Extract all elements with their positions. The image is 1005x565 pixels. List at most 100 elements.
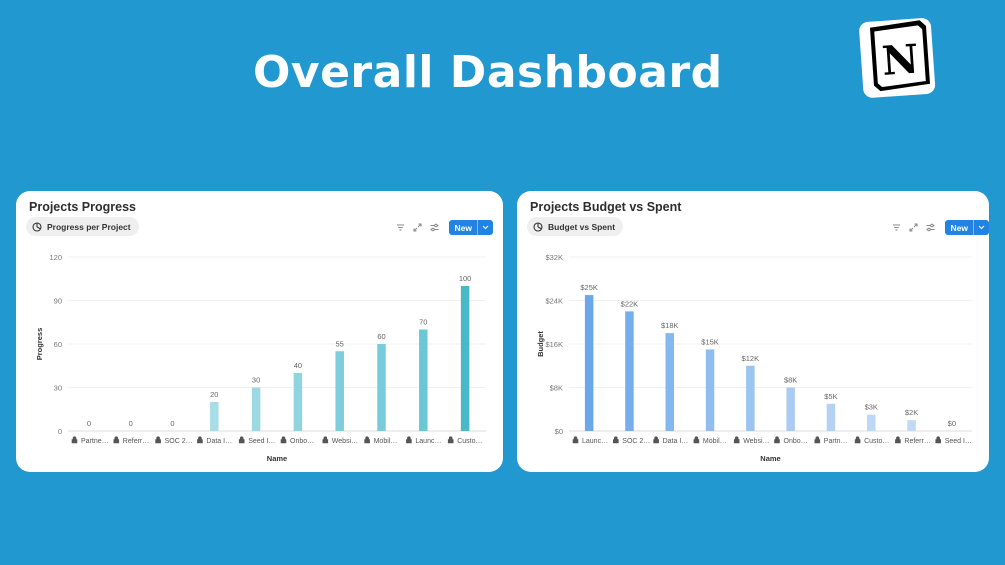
bar-value-label: 40 bbox=[294, 361, 302, 370]
bar-value-label: 30 bbox=[252, 376, 260, 385]
y-tick-label: $8K bbox=[550, 384, 563, 393]
y-tick-label: 60 bbox=[54, 340, 62, 349]
bar bbox=[786, 387, 795, 431]
card-title: Projects Progress bbox=[29, 200, 136, 214]
expand-icon[interactable] bbox=[412, 222, 423, 233]
settings-sliders-icon[interactable] bbox=[429, 222, 440, 233]
bar bbox=[293, 373, 303, 431]
x-tick-label: Referr… bbox=[904, 438, 930, 445]
view-tab-progress[interactable]: Progress per Project bbox=[26, 217, 139, 236]
x-tick-label: Websi… bbox=[332, 438, 358, 445]
lock-icon bbox=[197, 436, 203, 444]
lock-icon bbox=[733, 436, 740, 444]
lock-icon bbox=[895, 436, 901, 444]
view-tab-label: Budget vs Spent bbox=[548, 221, 616, 232]
lock-icon bbox=[113, 436, 120, 444]
x-tick-label: SOC 2… bbox=[622, 438, 650, 445]
settings-sliders-icon[interactable] bbox=[925, 222, 936, 233]
lock-icon bbox=[447, 436, 454, 444]
filter-icon[interactable] bbox=[891, 222, 902, 233]
bar bbox=[705, 349, 715, 431]
bar bbox=[867, 414, 876, 431]
lock-icon bbox=[71, 436, 78, 444]
x-axis-label: Name bbox=[760, 454, 780, 463]
x-axis-label: Name bbox=[267, 454, 287, 463]
new-button[interactable]: New bbox=[448, 220, 493, 235]
y-tick-label: $16K bbox=[545, 340, 563, 349]
bar-value-label: $25K bbox=[580, 283, 598, 292]
bar bbox=[335, 351, 344, 431]
y-axis-label: Progress bbox=[35, 328, 44, 361]
y-tick-label: 120 bbox=[49, 253, 62, 262]
progress-chart-card: Projects Progress Progress per Project N… bbox=[16, 191, 503, 472]
bar bbox=[210, 402, 219, 431]
bar-value-label: $3K bbox=[865, 403, 878, 412]
y-tick-label: $0 bbox=[555, 427, 563, 436]
chevron-down-icon[interactable] bbox=[477, 220, 493, 235]
bar-value-label: 0 bbox=[170, 419, 174, 428]
x-tick-label: Mobil… bbox=[374, 438, 398, 445]
bar bbox=[826, 403, 836, 431]
bar-value-label: $22K bbox=[621, 299, 639, 308]
lock-icon bbox=[364, 436, 370, 444]
lock-icon bbox=[814, 436, 821, 444]
logo-letter: N bbox=[880, 35, 920, 84]
bar-value-label: $5K bbox=[824, 392, 837, 401]
bar-value-label: 70 bbox=[419, 318, 427, 327]
x-tick-label: Launc… bbox=[582, 438, 608, 445]
expand-icon[interactable] bbox=[908, 222, 919, 233]
bar-value-label: $12K bbox=[742, 354, 760, 363]
x-tick-label: Seed I… bbox=[945, 438, 972, 445]
bar-value-label: 0 bbox=[129, 419, 133, 428]
x-tick-label: Onbo… bbox=[784, 438, 808, 445]
new-button-label: New bbox=[950, 222, 968, 233]
x-tick-label: Referr… bbox=[123, 438, 149, 445]
budget-bar-chart: $0 $8K $16K $24K $32K Budget Name $25K Launc… $22… bbox=[536, 253, 972, 463]
x-tick-label: SOC 2… bbox=[165, 438, 193, 445]
x-tick-label: Partne… bbox=[81, 438, 109, 445]
page-title: Overall Dashboard bbox=[253, 47, 723, 98]
lock-icon bbox=[280, 436, 287, 444]
lock-icon bbox=[935, 436, 941, 444]
y-tick-label: 0 bbox=[58, 427, 62, 436]
notion-logo: N bbox=[859, 18, 936, 98]
bar-value-label: $18K bbox=[661, 321, 679, 330]
x-tick-label: Launc… bbox=[415, 438, 441, 445]
lock-icon bbox=[238, 436, 245, 444]
bar-value-label: 20 bbox=[210, 390, 218, 399]
chart-toolbar: New bbox=[395, 220, 493, 235]
lock-icon bbox=[572, 436, 579, 444]
bar-value-label: 0 bbox=[87, 419, 91, 428]
x-tick-label: Onbo… bbox=[290, 438, 314, 445]
progress-bar-chart: 0 30 60 90 120 Progress Name 0 Partne… 0 Referr… 0 S… bbox=[35, 253, 486, 463]
y-tick-label: $32K bbox=[545, 253, 563, 262]
x-tick-label: Data I… bbox=[663, 438, 689, 445]
bar bbox=[251, 387, 261, 431]
y-axis-label: Budget bbox=[536, 331, 545, 357]
lock-icon bbox=[406, 436, 412, 444]
x-tick-label: Websi… bbox=[743, 438, 769, 445]
chart-toolbar: New bbox=[891, 220, 989, 235]
bar-value-label: 60 bbox=[377, 332, 385, 341]
chevron-down-icon[interactable] bbox=[973, 220, 989, 235]
bar bbox=[377, 344, 386, 431]
filter-icon[interactable] bbox=[395, 222, 406, 233]
y-tick-label: $24K bbox=[545, 297, 563, 306]
budget-chart-card: Projects Budget vs Spent Budget vs Spent… bbox=[517, 191, 989, 472]
view-tab-label: Progress per Project bbox=[47, 221, 131, 232]
bar bbox=[460, 286, 470, 431]
lock-icon bbox=[613, 436, 619, 444]
new-button[interactable]: New bbox=[944, 220, 989, 235]
x-tick-label: Custo… bbox=[864, 438, 889, 445]
lock-icon bbox=[693, 436, 700, 444]
bar bbox=[907, 420, 916, 431]
chart-view-icon bbox=[533, 221, 543, 232]
view-tab-budget[interactable]: Budget vs Spent bbox=[527, 217, 624, 236]
new-button-label: New bbox=[454, 222, 472, 233]
y-tick-label: 90 bbox=[54, 297, 62, 306]
card-title: Projects Budget vs Spent bbox=[530, 200, 682, 214]
bar-value-label: $15K bbox=[701, 337, 719, 346]
x-tick-label: Custo… bbox=[457, 438, 482, 445]
bar-value-label: 100 bbox=[459, 274, 472, 283]
x-tick-label: Seed I… bbox=[248, 438, 275, 445]
